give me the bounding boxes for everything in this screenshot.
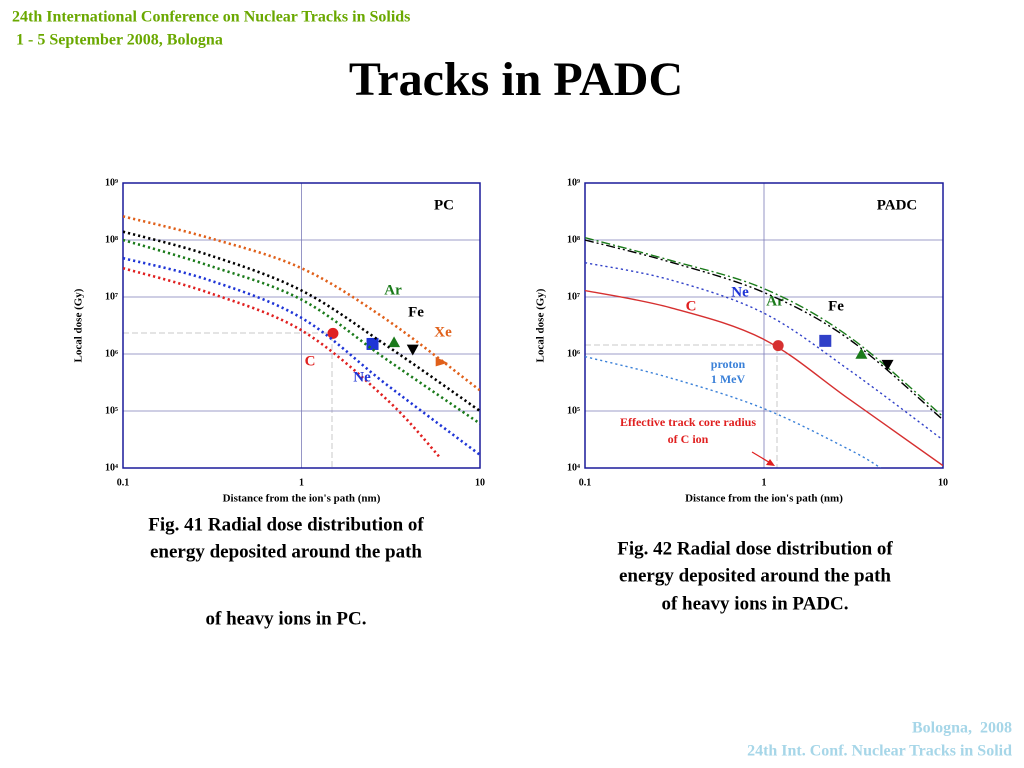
series-label: Ar <box>766 293 784 309</box>
series-line <box>123 266 442 459</box>
marker <box>772 340 784 352</box>
annotation: Effective track core radius <box>620 415 756 429</box>
x-tick-label: 10 <box>475 477 485 488</box>
series-label: Fe <box>828 298 844 314</box>
x-tick-label: 1 <box>299 477 304 488</box>
x-tick-label: 0.1 <box>579 477 592 488</box>
chart-title: PADC <box>877 197 918 213</box>
caption: energy deposited around the path <box>150 541 422 562</box>
series-label: Fe <box>408 304 424 320</box>
series-label: C <box>305 353 316 369</box>
x-axis-label: Distance from the ion's path (nm) <box>223 493 381 505</box>
series-label: Xe <box>434 324 452 340</box>
plot-frame <box>584 182 944 469</box>
caption: energy deposited around the path <box>619 565 891 586</box>
y-tick-label: 10⁶ <box>567 348 580 359</box>
caption: of heavy ions in PADC. <box>661 593 848 614</box>
marker <box>855 348 868 359</box>
series-label: 1 MeV <box>711 372 746 386</box>
marker <box>819 334 832 347</box>
plot-frame <box>122 182 481 469</box>
footer-line: 24th Int. Conf. Nuclear Tracks in Solid <box>747 743 1012 760</box>
caption: of heavy ions in PC. <box>206 608 367 629</box>
series-line <box>123 256 480 456</box>
y-tick-label: 10⁴ <box>105 462 118 473</box>
y-tick-label: 10⁹ <box>105 177 118 188</box>
y-tick-label: 10⁸ <box>567 234 580 245</box>
series-label: Ne <box>353 369 371 385</box>
series-line <box>585 289 943 467</box>
series-label: Ar <box>384 282 402 298</box>
y-tick-label: 10⁵ <box>567 405 580 416</box>
series-label: proton <box>711 357 746 371</box>
y-axis-label: Local dose (Gy) <box>535 288 547 362</box>
series-line <box>585 239 943 421</box>
x-tick-label: 1 <box>762 477 767 488</box>
x-tick-label: 10 <box>938 477 948 488</box>
y-axis-label: Local dose (Gy) <box>73 288 85 362</box>
slide-title: Tracks in PADC <box>349 53 683 106</box>
x-tick-label: 0.1 <box>117 477 130 488</box>
header-line: 1 - 5 September 2008, Bologna <box>12 32 223 49</box>
header-line: 24th International Conference on Nuclear… <box>12 9 410 26</box>
marker <box>435 356 448 367</box>
y-tick-label: 10⁸ <box>105 234 118 245</box>
series-line <box>123 238 480 425</box>
caption: Fig. 42 Radial dose distribution of <box>617 538 893 559</box>
chart-title: PC <box>434 197 454 213</box>
x-axis-label: Distance from the ion's path (nm) <box>685 493 843 505</box>
marker <box>327 327 339 339</box>
y-tick-label: 10⁷ <box>567 291 580 302</box>
series-label: C <box>686 298 697 314</box>
marker <box>881 359 894 371</box>
y-tick-label: 10⁶ <box>105 348 118 359</box>
series-line <box>123 230 480 413</box>
marker <box>406 344 419 356</box>
marker <box>366 337 379 350</box>
y-tick-label: 10⁷ <box>105 291 118 302</box>
series-label: Ne <box>731 284 749 300</box>
marker <box>388 336 401 348</box>
annotation: of C ion <box>668 432 709 446</box>
caption: Fig. 41 Radial dose distribution of <box>148 514 424 535</box>
y-tick-label: 10⁵ <box>105 405 118 416</box>
series-line <box>585 236 943 418</box>
footer-line: Bologna, 2008 <box>912 720 1012 737</box>
annotation-arrow <box>766 459 775 466</box>
y-tick-label: 10⁹ <box>567 177 580 188</box>
y-tick-label: 10⁴ <box>567 462 580 473</box>
